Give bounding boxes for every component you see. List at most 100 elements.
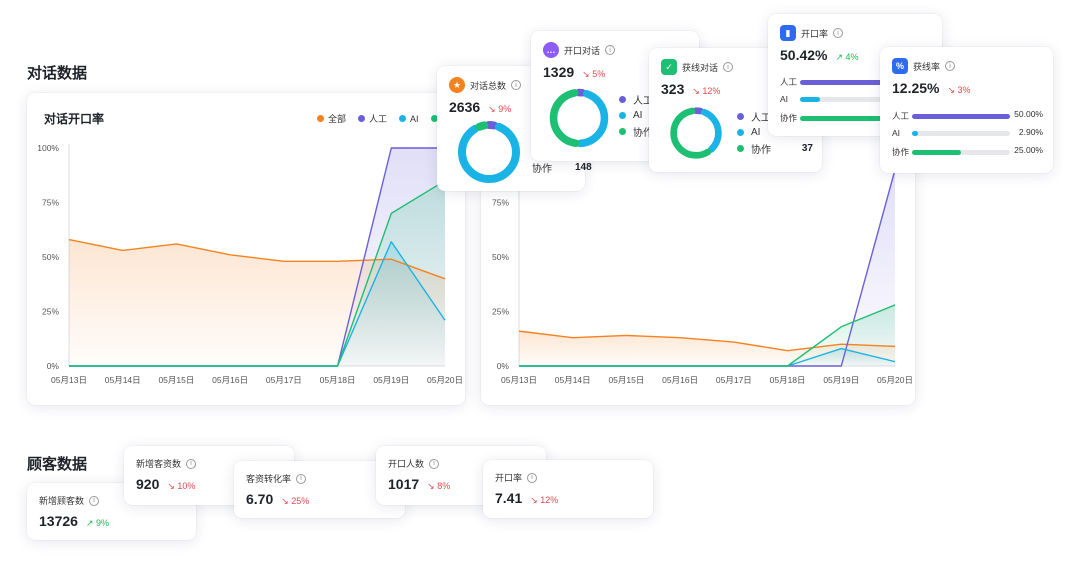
kpi-label: 新增客资数 [136,459,182,469]
kpi-label: 开口对话 [564,45,601,56]
y-tick-label: 0% [47,361,60,371]
section-title-customer: 顾客数据 [27,456,88,473]
chart-title: 对话开口率 [44,112,105,126]
legend-item-all[interactable]: 全部 [317,112,346,125]
percent-icon: % [892,58,908,74]
x-tick-label: 05月13日 [501,375,537,385]
y-tick-label: 75% [42,198,59,208]
lead-conversations-donut [670,107,722,159]
x-tick-label: 05月19日 [373,375,409,385]
arrow-down-icon: ↘ [692,86,703,96]
legend-row-ai: AI [619,107,685,123]
legend-row-collab: 协作 37 [737,140,813,156]
arrow-down-icon: ↘ [167,481,178,491]
lead-rate-line-chart: 75% 50% 25% 0% 05月13日 05月14日 05月15日 05月16日 05月17… [492,144,913,385]
x-tick-label: 05月15日 [608,375,644,385]
open-rate-line-chart: 100% 75% 50% 25% 0% 05月13日 05月14日 05月15日 05月16日 0… [37,143,463,385]
info-icon[interactable]: i [833,28,844,38]
arrow-down-icon: ↘ [530,495,541,505]
legend-item-ai[interactable]: AI [399,112,419,125]
kpi-card-lead-rate[interactable]: % 获线率 i 12.25% ↘ 3% 人工 50.00% AI 2.90% 协… [880,47,1053,173]
kpi-card-new-customers[interactable]: 新增顾客数 i 13726 ↗ 9% [27,483,196,540]
info-icon[interactable]: i [186,458,197,469]
series-area [519,304,895,366]
bar-label: AI [892,128,901,138]
legend-row-ai: AI [737,124,813,140]
legend-item-manual[interactable]: 人工 [358,112,387,125]
rate-bar-collab: 协作 [892,146,1010,158]
info-icon[interactable]: i [296,473,307,484]
kpi-value: 12.25% [892,80,940,96]
kpi-value: 323 [661,81,685,97]
kpi-change-value: 12% [702,86,721,96]
donut-segment [458,121,520,183]
kpi-change: ↘ 12% [692,86,720,97]
info-icon[interactable]: i [945,61,956,71]
legend-row-manual: 人工 [619,91,685,107]
x-tick-label: 05月20日 [877,375,913,385]
legend-dot [619,127,626,135]
info-icon[interactable]: i [605,45,616,55]
bar-fill [912,149,961,155]
kpi-value: 920 [136,476,160,492]
legend-dot [737,144,744,152]
kpi-label: 客资转化率 [246,474,292,484]
legend-label: AI [751,126,761,138]
bar-fill [800,115,882,121]
legend-value: 37 [801,142,813,154]
kpi-value: 1329 [543,64,575,80]
bar-label: AI [780,94,789,104]
info-icon[interactable]: i [511,80,522,90]
kpi-label: 新增顾客数 [39,496,85,506]
kpi-label: 获线对话 [682,62,719,73]
legend-dot [737,128,744,136]
kpi-change: ↘ 12% [530,495,558,506]
y-tick-label: 25% [492,307,509,317]
donut-segment [670,107,722,159]
lead-icon: ✓ [661,59,677,75]
info-icon[interactable]: i [429,458,440,469]
y-tick-label: 50% [492,252,509,262]
legend-dot [430,115,438,122]
y-tick-label: 25% [42,307,59,317]
rate-bar-collab: 协作 [780,112,900,124]
x-tick-label: 05月18日 [320,375,356,385]
donut-legend: 人工 AI 协作 [619,91,685,139]
arrow-down-icon: ↘ [947,85,958,95]
legend-row-collab: 协作 148 [525,159,592,175]
kpi-value: 2636 [449,99,481,115]
kpi-change-value: 3% [957,85,971,95]
rate-bar-ai: AI [780,94,900,104]
kpi-change-value: 8% [437,481,451,491]
kpi-label: 对话总数 [470,80,507,91]
rate-bar-ai: AI [892,128,1010,138]
bar-label: 人工 [892,111,910,121]
info-icon[interactable]: i [723,62,734,72]
bar-label: 协作 [780,113,798,123]
info-icon[interactable]: i [527,472,538,483]
legend-dot [399,115,407,122]
kpi-label: 获线率 [913,61,941,72]
arrow-up-icon: ↗ [85,518,96,528]
legend-item-collab[interactable] [430,112,442,125]
kpi-change-value: 5% [592,69,606,79]
legend-dot [737,112,744,120]
kpi-value: 50.42% [780,47,828,63]
kpi-change-value: 9% [498,104,512,114]
donut-segment [458,121,520,183]
legend-value: 148 [575,161,592,173]
bar-percent: 2.90% [1018,127,1043,137]
info-icon[interactable]: i [89,495,100,506]
total-conversations-donut [458,121,520,183]
x-tick-label: 05月20日 [427,375,463,385]
bar-percent: 50.00% [1014,109,1043,119]
kpi-change: ↘ 9% [488,104,511,115]
kpi-card-customer-open-rate[interactable]: 开口率 i 7.41 ↘ 12% [483,460,653,518]
legend-label: 协作 [633,127,653,139]
bar-fill [912,130,918,136]
arrow-down-icon: ↘ [281,496,292,506]
section-title-conversation: 对话数据 [27,65,88,82]
x-tick-label: 05月15日 [158,375,194,385]
bar-chart-icon: ▮ [780,25,796,41]
arrow-down-icon: ↘ [582,69,593,79]
